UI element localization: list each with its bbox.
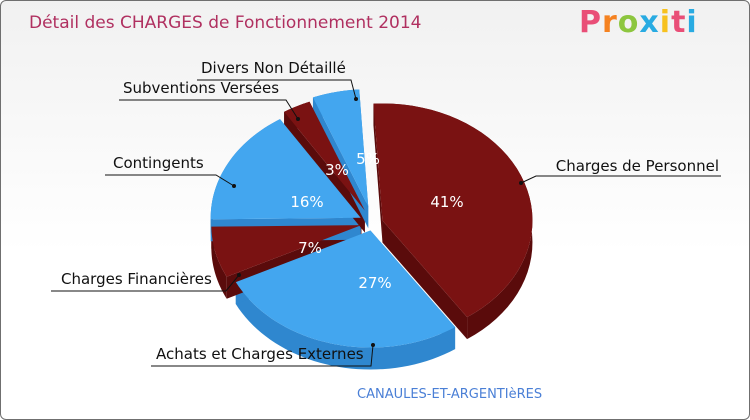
- logo-letter: o: [617, 5, 640, 40]
- pie-tops: [210, 89, 533, 348]
- slice-percent-label: 27%: [358, 274, 391, 292]
- leader-dot: [296, 117, 300, 121]
- slice-category-label: Divers Non Détaillé: [201, 59, 346, 77]
- slice-category-label: Charges de Personnel: [556, 157, 719, 175]
- slice-achats-et-charges-externes: [235, 230, 456, 348]
- slice-side: [211, 226, 227, 299]
- slice-percent-label: 7%: [298, 239, 322, 257]
- logo-letter: r: [602, 5, 618, 40]
- slice-divers-non-d-taill-: [312, 89, 369, 207]
- slice-subventions-vers-es: [284, 101, 365, 211]
- logo-letter: i: [659, 5, 672, 40]
- leader-dot: [519, 181, 523, 185]
- logo-letter: i: [686, 5, 698, 40]
- slice-category-label: Subventions Versées: [123, 79, 279, 97]
- slice-percent-label: 5%: [356, 150, 380, 168]
- slice-side: [235, 282, 456, 370]
- logo-letter: t: [671, 5, 687, 40]
- slice-charges-de-personnel: [373, 103, 533, 318]
- logo-letter: P: [579, 5, 602, 40]
- slice-category-label: Contingents: [113, 154, 204, 172]
- slice-category-label: Achats et Charges Externes: [156, 345, 364, 363]
- leader-line: [151, 344, 374, 367]
- leader-line: [51, 274, 240, 292]
- slice-percent-label: 3%: [325, 161, 349, 179]
- slice-percent-label: 16%: [290, 193, 323, 211]
- leader-line: [119, 99, 299, 120]
- slice-contingents: [210, 119, 361, 220]
- slice-percent-label: 41%: [430, 193, 463, 211]
- proxiti-logo: Proxiti: [579, 5, 698, 40]
- leader-line: [105, 174, 235, 187]
- leader-line: [197, 79, 357, 100]
- leader-line: [520, 175, 721, 184]
- leader-dot: [371, 343, 375, 347]
- location-label: CANAULES-ET-ARGENTIèRES: [357, 387, 543, 402]
- slice-charges-financi-res: [211, 225, 362, 277]
- slice-edge: [382, 220, 468, 340]
- slice-edge: [373, 103, 383, 243]
- chart-title: Détail des CHARGES de Fonctionnement 201…: [29, 13, 422, 33]
- leader-dot: [232, 184, 236, 188]
- slice-category-label: Charges Financières: [61, 270, 212, 288]
- leader-dot: [354, 97, 358, 101]
- logo-letter: x: [639, 5, 660, 40]
- leader-dot: [237, 273, 241, 277]
